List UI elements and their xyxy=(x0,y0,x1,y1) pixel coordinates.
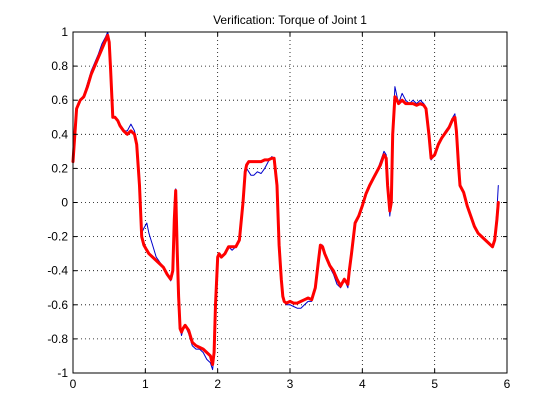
x-tick-label: 0 xyxy=(70,377,77,391)
grid-lines xyxy=(73,32,507,373)
x-tick-label: 6 xyxy=(504,377,511,391)
x-tick-label: 2 xyxy=(214,377,221,391)
y-tick-label: -0.2 xyxy=(47,230,68,244)
y-tick-label: 0.6 xyxy=(51,93,68,107)
y-tick-label: -1 xyxy=(57,366,68,380)
axis-ticks: 0 1 2 3 4 5 6 -1 -0.8 -0.6 -0.4 -0.2 0 0.2 0.4 0.6 0.8 1 xyxy=(47,25,510,391)
y-tick-label: 0.4 xyxy=(51,127,68,141)
data-series xyxy=(71,31,500,371)
series-line-red xyxy=(71,33,500,366)
y-tick-label: 1 xyxy=(61,25,68,39)
y-tick-label: 0 xyxy=(61,196,68,210)
y-tick-label: 0.2 xyxy=(51,161,68,175)
x-tick-label: 3 xyxy=(287,377,294,391)
x-tick-label: 1 xyxy=(142,377,149,391)
y-tick-label: 0.8 xyxy=(51,59,68,73)
x-tick-label: 4 xyxy=(359,377,366,391)
x-tick-label: 5 xyxy=(431,377,438,391)
chart-title: Verification: Torque of Joint 1 xyxy=(213,13,367,27)
y-tick-label: -0.8 xyxy=(47,332,68,346)
y-tick-label: -0.6 xyxy=(47,298,68,312)
y-tick-label: -0.4 xyxy=(47,264,68,278)
